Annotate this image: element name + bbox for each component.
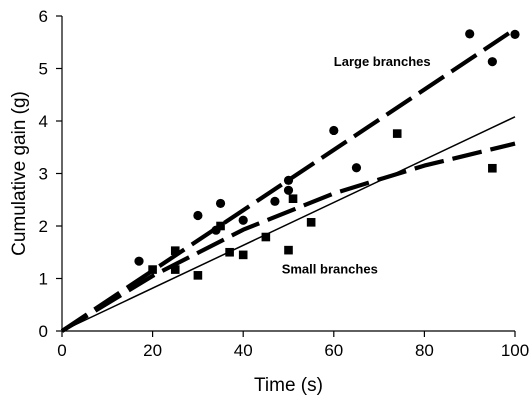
circle-data-point <box>510 29 520 39</box>
fit-lines <box>60 27 517 333</box>
circle-data-point <box>134 256 144 266</box>
square-data-point <box>392 129 402 138</box>
solid-fit-line-3 <box>61 116 516 332</box>
circle-data-point <box>215 198 226 209</box>
circle-data-point <box>283 175 294 185</box>
square-data-point <box>170 265 180 274</box>
dashed-fit-line-2 <box>60 141 516 333</box>
square-data-point <box>488 163 497 173</box>
y-tick-label: 6 <box>39 7 48 26</box>
y-tick-label: 0 <box>39 322 48 341</box>
x-tick-label: 40 <box>234 341 253 360</box>
y-tick-label: 4 <box>39 112 48 131</box>
y-tick-label: 1 <box>39 270 48 289</box>
square-data-point <box>225 247 234 257</box>
circle-data-point <box>270 196 280 206</box>
chart-annotations: Large branches Small branches <box>282 54 431 276</box>
y-axis-title: Cumulative gain (g) <box>9 91 30 256</box>
x-tick-label: 0 <box>57 341 66 360</box>
square-data-point <box>170 246 180 255</box>
square-data-point <box>284 245 293 255</box>
y-tick-label: 5 <box>39 60 48 79</box>
circle-data-point <box>193 210 203 221</box>
square-data-point <box>148 265 157 274</box>
y-tick-label: 2 <box>39 217 48 236</box>
square-data-point <box>288 194 298 203</box>
circle-data-point <box>351 163 362 173</box>
square-data-point <box>193 271 203 280</box>
circle-data-point <box>283 185 294 195</box>
x-tick-label: 60 <box>324 341 343 360</box>
data-points <box>134 29 520 280</box>
x-axis-title: Time (s) <box>254 375 323 396</box>
square-data-point <box>216 221 225 231</box>
circle-data-point <box>238 215 248 225</box>
square-data-point <box>238 250 248 260</box>
x-tick-label: 100 <box>501 341 529 360</box>
dashed-fit-line-1 <box>60 27 517 333</box>
y-tick-label: 3 <box>39 165 48 184</box>
circle-data-point <box>487 57 497 67</box>
axis-ticks: 0 20 40 60 80 100 0 1 2 3 4 5 6 <box>39 7 530 360</box>
x-tick-label: 80 <box>415 341 434 360</box>
circle-data-point <box>329 125 339 136</box>
circle-data-point <box>465 29 475 39</box>
series-annotation: Small branches <box>282 261 378 276</box>
x-tick-label: 20 <box>143 341 162 360</box>
square-data-point <box>306 218 316 227</box>
series-annotation: Large branches <box>334 54 431 69</box>
square-data-point <box>261 232 271 242</box>
